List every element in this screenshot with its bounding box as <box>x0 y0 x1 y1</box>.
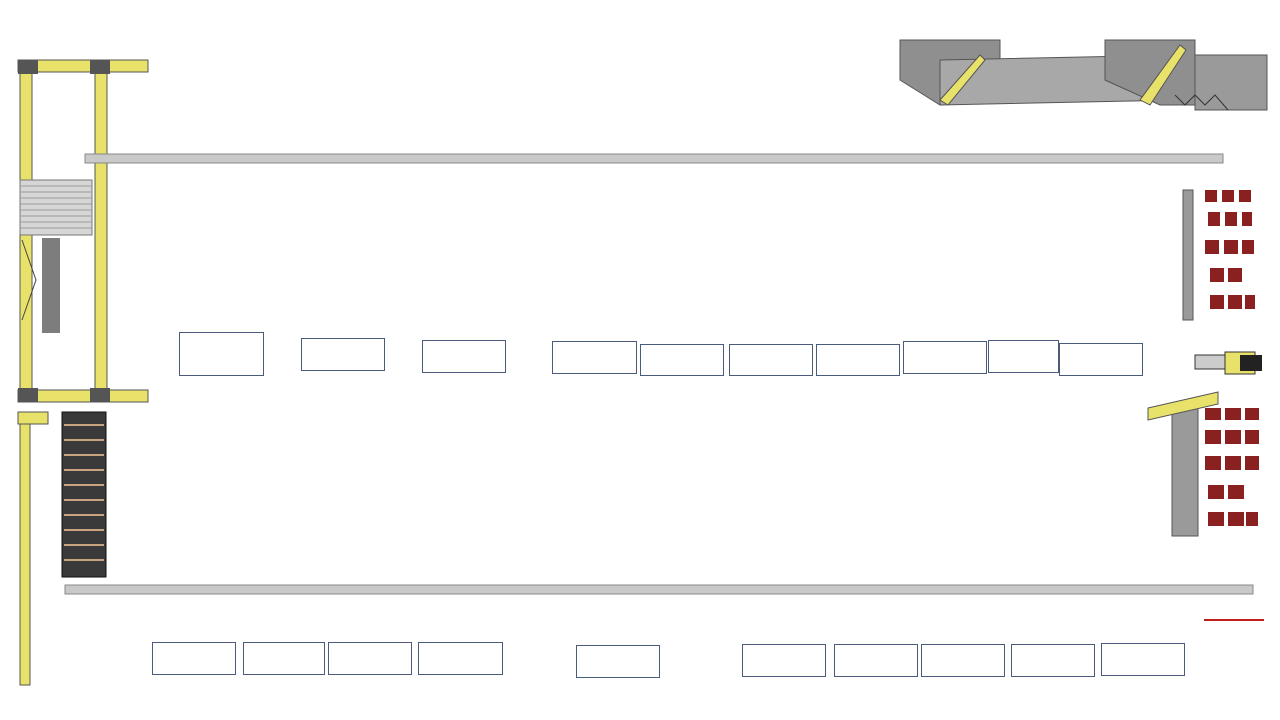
storage-rack-top <box>1182 189 1255 321</box>
station-label-bottom-5[interactable] <box>576 645 660 678</box>
station-label-top-10[interactable] <box>1059 343 1143 376</box>
left-gantry-frame <box>17 59 149 686</box>
left-shelf-rack <box>61 411 107 578</box>
station-label-bottom-8[interactable] <box>921 644 1005 677</box>
station-label-bottom-1[interactable] <box>152 642 236 675</box>
storage-rack-bottom <box>1147 391 1259 537</box>
station-label-top-1[interactable] <box>179 332 264 376</box>
station-label-top-7[interactable] <box>816 344 900 376</box>
station-label-bottom-3[interactable] <box>328 642 412 675</box>
station-label-bottom-2[interactable] <box>243 642 325 675</box>
station-label-bottom-4[interactable] <box>418 642 503 675</box>
station-label-top-2[interactable] <box>301 338 385 371</box>
forklift <box>1194 351 1262 375</box>
station-label-top-6[interactable] <box>729 344 813 376</box>
station-label-bottom-7[interactable] <box>834 644 918 677</box>
station-label-top-3[interactable] <box>422 340 506 373</box>
station-label-bottom-10[interactable] <box>1101 643 1185 676</box>
station-label-bottom-9[interactable] <box>1011 644 1095 677</box>
station-label-top-4[interactable] <box>552 341 637 374</box>
top-rail <box>84 153 1224 164</box>
station-label-top-9[interactable] <box>988 340 1059 373</box>
company-logo <box>1204 608 1266 618</box>
logo-underline <box>1204 619 1264 621</box>
overhead-duct <box>899 39 1268 111</box>
bottom-rail <box>64 584 1254 595</box>
station-label-bottom-6[interactable] <box>742 644 826 677</box>
station-label-top-5[interactable] <box>640 344 724 376</box>
station-label-top-8[interactable] <box>903 341 987 374</box>
